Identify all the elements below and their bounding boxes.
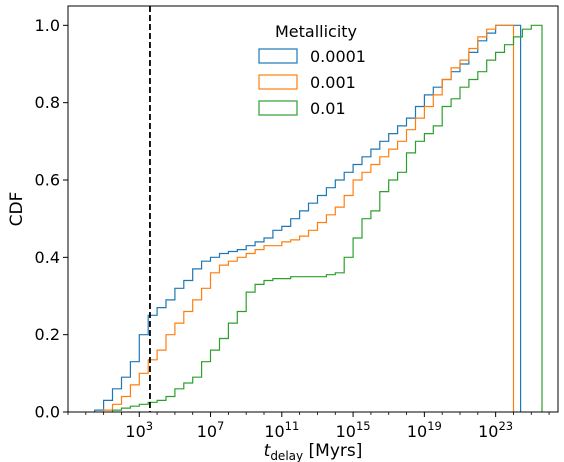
legend-label-0.0001: 0.0001 xyxy=(310,47,366,66)
x-tick-label: 1023 xyxy=(478,419,513,441)
y-tick-label: 0.0 xyxy=(35,403,60,422)
legend-swatch-0.001 xyxy=(258,74,298,90)
x-tick-label: 1019 xyxy=(407,419,442,441)
y-tick-label: 0.6 xyxy=(35,171,60,190)
y-tick-label: 0.8 xyxy=(35,93,60,112)
series-line-0.0001 xyxy=(94,24,522,412)
x-tick-label: 1015 xyxy=(336,419,371,441)
plot-area xyxy=(94,6,543,412)
legend-swatch-0.01 xyxy=(258,100,298,116)
x-axis-label: tdelay [Myrs] xyxy=(264,441,363,462)
legend-label-0.001: 0.001 xyxy=(310,73,356,92)
legend-title: Metallicity xyxy=(275,22,357,41)
y-tick-label: 1.0 xyxy=(35,16,60,35)
x-tick-label: 103 xyxy=(125,419,153,441)
y-tick-label: 0.4 xyxy=(35,248,60,267)
legend: Metallicity 0.0001 0.001 0.01 xyxy=(258,22,366,118)
axes: 0.0 0.2 0.4 0.6 0.8 1.0 103 107 1011 1015 1019 1023… xyxy=(7,5,559,462)
legend-label-0.01: 0.01 xyxy=(310,99,346,118)
series-line-0.001 xyxy=(103,24,515,412)
x-tick-label: 1011 xyxy=(264,419,299,441)
axes-frame xyxy=(67,5,559,413)
series-line-0.01 xyxy=(111,24,543,412)
legend-swatch-0.0001 xyxy=(258,48,298,64)
y-axis-label: CDF xyxy=(7,192,27,227)
x-tick-label: 107 xyxy=(197,419,225,441)
y-tick-label: 0.2 xyxy=(35,325,60,344)
